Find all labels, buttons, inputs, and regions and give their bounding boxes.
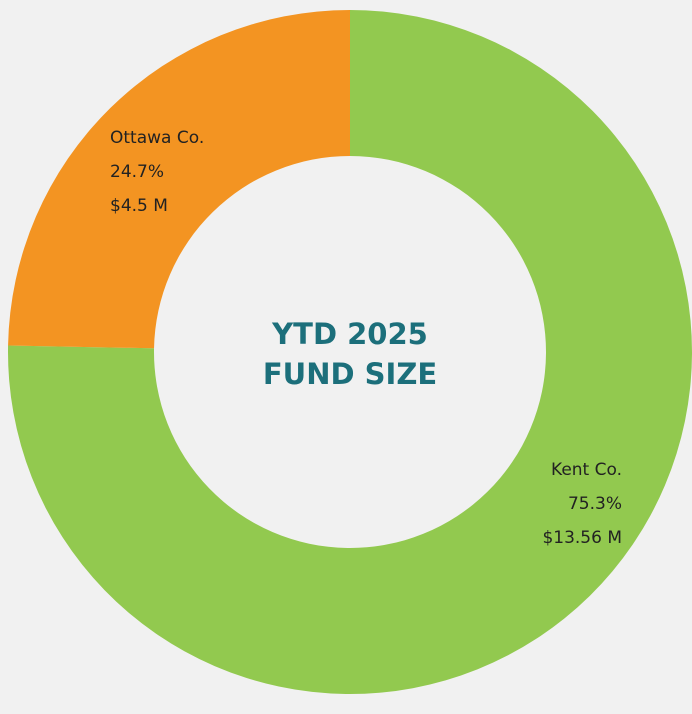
slice-amount: $13.56 M [542,528,622,548]
slice-amount: $4.5 M [110,196,168,216]
center-title: FUND SIZE [263,357,437,391]
center-title: YTD 2025 [271,317,428,351]
slice-percent: 75.3% [568,494,622,514]
slice-name: Kent Co. [551,460,622,480]
donut-slice [7,10,692,694]
slice-percent: 24.7% [110,162,164,182]
slice-name: Ottawa Co. [110,128,204,148]
donut-slice [8,10,350,349]
